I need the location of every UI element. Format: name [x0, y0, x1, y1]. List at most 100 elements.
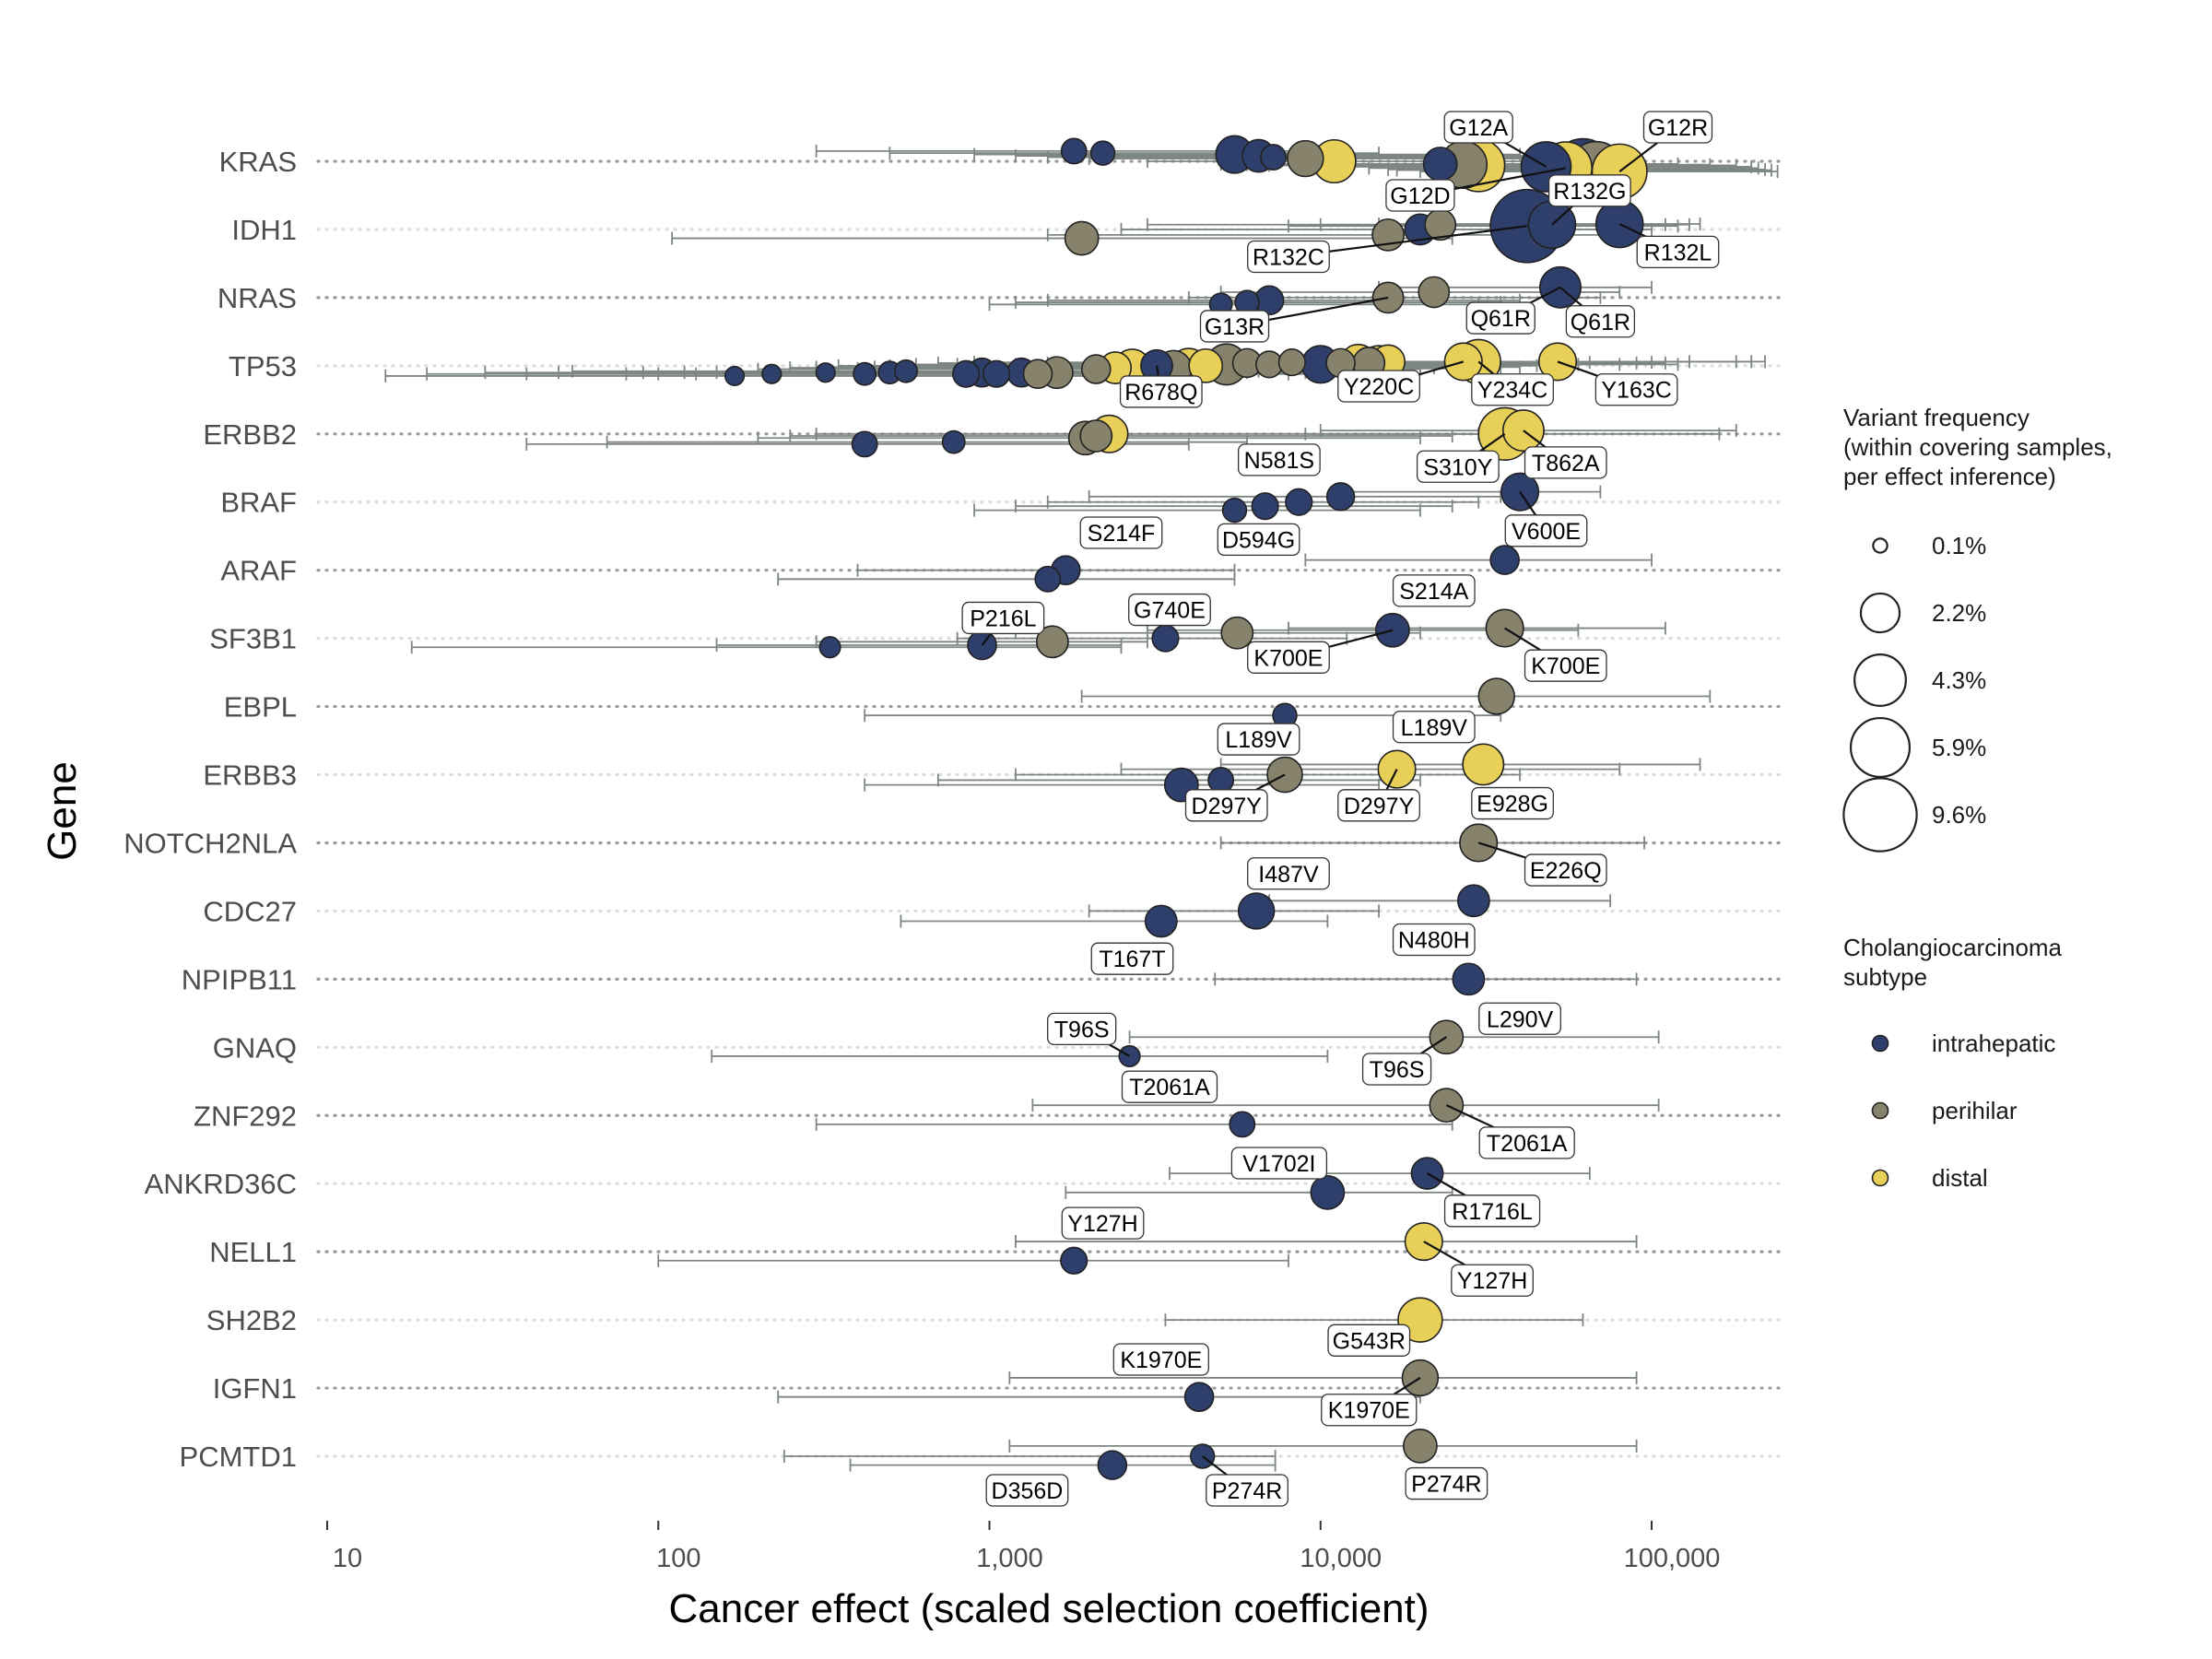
variant-label: I487V [1247, 857, 1330, 890]
variant-point [1452, 962, 1486, 996]
variant-label-text: Y163C [1601, 378, 1671, 404]
variant-label-box [1090, 942, 1174, 975]
variant-label-box [1079, 516, 1163, 549]
variant-label: K700E [1524, 649, 1607, 682]
variant-label-box [1217, 723, 1300, 756]
variant-label: G12A [1443, 111, 1513, 144]
variant-label-text: S310Y [1423, 454, 1492, 480]
x-axis-title: Cancer effect (scaled selection coeffici… [668, 1586, 1429, 1631]
x-tick-label: 100 [656, 1544, 700, 1573]
gene-label: CDC27 [203, 895, 297, 927]
variant-point [1325, 482, 1356, 512]
variant-label-text: E226Q [1530, 858, 1602, 884]
variant-label: Y220C [1337, 370, 1420, 403]
variant-point [1456, 884, 1490, 918]
variant-point [1287, 139, 1324, 178]
variant-label-box [1247, 240, 1330, 274]
variant-point [1080, 354, 1112, 384]
variant-label: R132L [1636, 235, 1720, 269]
variant-label-text: T167T [1099, 947, 1165, 972]
variant-point [761, 363, 782, 384]
variant-label-text: L189V [1401, 715, 1468, 741]
variant-label-text: V600E [1512, 519, 1581, 545]
variant-label-text: Y127H [1067, 1211, 1137, 1237]
variant-point [1489, 545, 1520, 575]
variant-label-text: Y234C [1477, 378, 1547, 404]
variant-label: S310Y [1416, 450, 1500, 483]
variant-point [1477, 677, 1515, 715]
variant-label-box [1465, 301, 1535, 335]
legend-size-label: 2.2% [1932, 599, 1986, 627]
variant-label-box [1247, 641, 1330, 674]
variant-label-box [1392, 574, 1476, 607]
variant-label-text: D297Y [1192, 794, 1263, 819]
legend-color-key [1871, 1101, 1889, 1120]
gene-label: IDH1 [231, 214, 297, 246]
variant-label: L290V [1478, 1002, 1561, 1035]
variant-label: T2061A [1478, 1126, 1575, 1159]
variant-point [1220, 616, 1254, 650]
variant-label-text: D297Y [1344, 794, 1415, 819]
variant-label: L189V [1392, 711, 1476, 744]
legend-size-key [1853, 653, 1907, 707]
variant-label-text: Q61R [1471, 306, 1531, 332]
variant-label: E928G [1471, 786, 1554, 820]
confidence-intervals [384, 144, 1779, 1472]
variant-label-text: P216L [970, 606, 1036, 631]
variant-label-box [1416, 450, 1500, 483]
gene-label: ANKRD36C [145, 1168, 297, 1200]
x-tick-label: 10 [333, 1544, 362, 1573]
variant-label: Y127H [1061, 1206, 1145, 1240]
variant-label-text: Q61R [1571, 310, 1630, 335]
variant-label: T96S [1047, 1012, 1117, 1045]
gene-label: ERBB2 [203, 418, 297, 451]
variant-labels: G12A G12R G12D R132G R132C R132L G13R Q61R Q61R R… [961, 111, 1720, 1507]
variant-label-text: K700E [1531, 653, 1600, 679]
variant-label-text: D356D [992, 1478, 1064, 1504]
variant-label-text: S214F [1088, 521, 1156, 547]
legend-color-title: Cholangiocarcinoma [1843, 934, 2063, 961]
variant-label-box [1451, 1264, 1534, 1297]
gene-label: TP53 [229, 350, 297, 382]
variant-label-box [1206, 1474, 1288, 1507]
variant-point [952, 359, 981, 388]
variant-label-text: G13R [1205, 314, 1265, 340]
variant-point [1035, 625, 1069, 659]
variant-label-box [1565, 305, 1636, 338]
variant-label-text: K1970E [1328, 1398, 1410, 1424]
variant-label-box [1327, 1324, 1411, 1357]
variant-label-text: T2061A [1129, 1075, 1210, 1100]
variant-point [1151, 624, 1180, 653]
gene-label: NELL1 [209, 1236, 297, 1268]
variant-label-text: P274R [1212, 1478, 1282, 1504]
variant-label: Q61R [1465, 301, 1535, 335]
gene-label: ZNF292 [194, 1100, 297, 1132]
variant-label-text: T2061A [1487, 1131, 1568, 1157]
variant-label-text: E928G [1477, 792, 1548, 818]
variant-label: N581S [1237, 443, 1321, 477]
variant-point [1375, 612, 1410, 648]
legend-size-title: per effect inference) [1843, 463, 2056, 490]
variant-label: D297Y [1184, 789, 1268, 822]
variant-label-box [1524, 649, 1607, 682]
variant-label: G543R [1327, 1324, 1411, 1357]
variant-label: T2061A [1121, 1070, 1218, 1103]
variant-point [1034, 565, 1062, 593]
legend-size-label: 9.6% [1932, 801, 1986, 829]
legend-color-key [1871, 1034, 1889, 1053]
variant-label-box [1443, 111, 1513, 144]
variant-label: R1716L [1443, 1194, 1541, 1228]
y-axis-title: Gene [40, 761, 85, 861]
variant-label-box [1471, 786, 1554, 820]
variant-point [1188, 347, 1224, 383]
variant-point [941, 429, 966, 454]
variant-label-box [1392, 923, 1476, 957]
variant-point [1064, 220, 1100, 256]
variant-label: L189V [1217, 723, 1300, 756]
legend-size-key [1842, 777, 1918, 853]
gene-label: GNAQ [213, 1031, 297, 1064]
variant-label-box [1337, 370, 1420, 403]
variant-label-text: T862A [1532, 451, 1600, 477]
legend-size-title: Variant frequency [1843, 404, 2030, 431]
